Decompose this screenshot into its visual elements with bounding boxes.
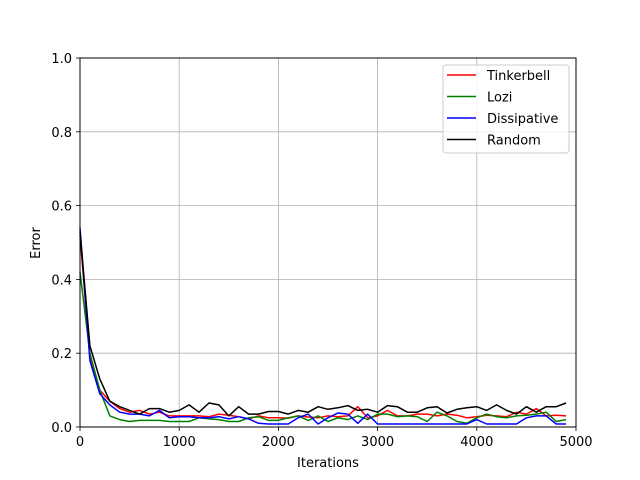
y-tick-label: 1.0: [51, 52, 72, 67]
legend: Tinkerbell Lozi Dissipative Random: [442, 64, 570, 154]
legend-label-random: Random: [487, 134, 541, 149]
x-tick-label: 1000: [163, 435, 196, 450]
x-tick-label: 3000: [361, 435, 394, 450]
y-tick-label: 0.4: [51, 273, 72, 288]
x-tick-label: 0: [76, 435, 84, 450]
x-tick-label: 4000: [460, 435, 493, 450]
legend-frame: [442, 64, 570, 154]
plot-frame: [79, 57, 577, 428]
y-tick-label: 0.2: [51, 347, 72, 362]
series-line-lozi: [79, 271, 567, 425]
x-tick-label: 5000: [559, 435, 592, 450]
legend-label-dissipative: Dissipative: [487, 112, 558, 127]
x-axis-label: Iterations: [297, 456, 359, 471]
axis-ticks: 0 1000 2000 3000 4000 5000 0.0 0.2 0.4 0.6 0.8 1.0: [51, 52, 592, 450]
legend-label-lozi: Lozi: [487, 91, 512, 106]
y-axis-label: Error: [29, 227, 44, 259]
legend-label-tinkerbell: Tinkerbell: [486, 69, 550, 84]
series-layer: [79, 227, 567, 425]
y-tick-label: 0.0: [51, 421, 72, 436]
series-line-dissipative: [79, 227, 567, 425]
y-tick-label: 0.6: [51, 200, 72, 215]
series-line-random: [79, 231, 567, 417]
y-tick-label: 0.8: [51, 126, 72, 141]
x-tick-label: 2000: [262, 435, 295, 450]
